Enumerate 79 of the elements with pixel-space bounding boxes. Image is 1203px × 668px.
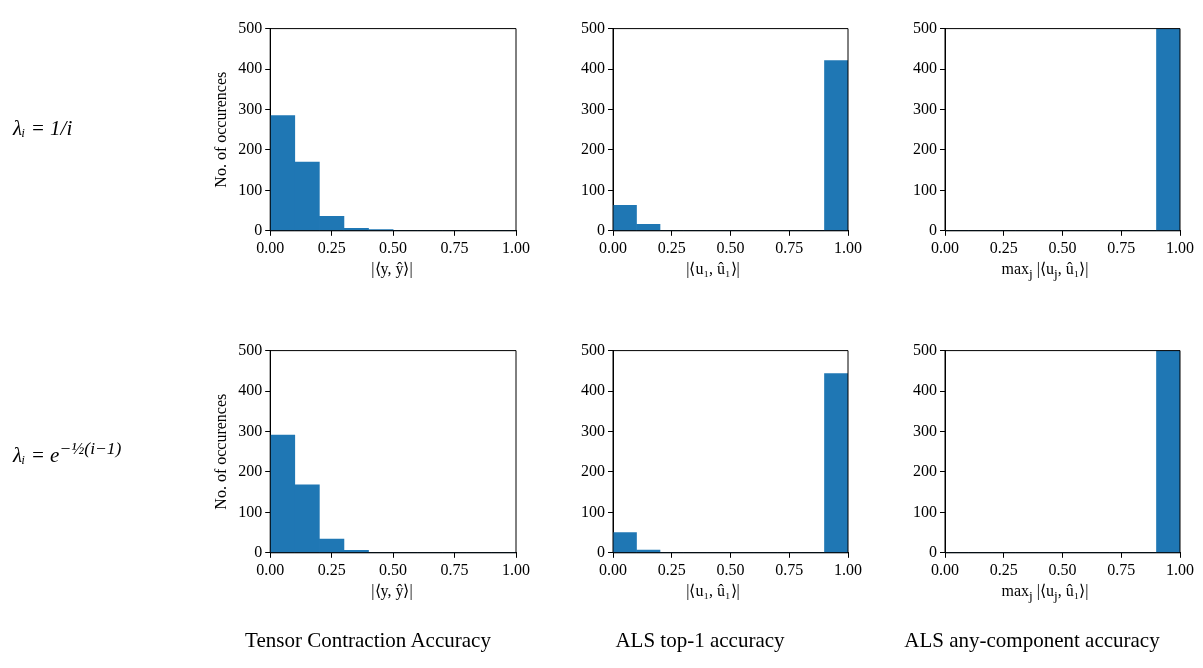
- x-tick-label: 0.00: [599, 238, 627, 256]
- x-tick-label: 0.00: [931, 560, 959, 578]
- x-tick-label: 0.75: [1107, 238, 1136, 256]
- y-tick-label: 500: [581, 340, 605, 358]
- y-tick-label: 0: [597, 221, 605, 238]
- x-tick-label: 0.75: [775, 238, 804, 256]
- y-tick-label: 200: [238, 140, 263, 158]
- x-tick-label: 0.75: [440, 238, 469, 256]
- y-tick-label: 100: [913, 502, 937, 520]
- text: Tensor Contraction Accuracy: [244, 628, 492, 653]
- y-tick-label: 500: [913, 18, 937, 36]
- y-tick-label: 400: [581, 381, 605, 399]
- y-tick-label: 300: [238, 421, 263, 439]
- x-tick-label: 0.00: [256, 560, 285, 578]
- x-tick-label: 1.00: [1166, 560, 1194, 578]
- x-tick-label: 0.50: [379, 238, 408, 256]
- text: λᵢ = e$^{−½(i−1)}$: [13, 438, 123, 468]
- x-tick-label: 0.50: [716, 560, 745, 578]
- x-tick-label: 0.50: [379, 560, 408, 578]
- y-tick-label: 100: [913, 180, 937, 198]
- x-tick-label: 0.75: [775, 560, 804, 578]
- x-tick-label: 0.50: [716, 238, 745, 256]
- y-tick-label: 400: [913, 59, 937, 77]
- x-tick-label: 0.25: [317, 560, 346, 578]
- text: ALS any-component accuracy: [903, 628, 1161, 653]
- x-tick-label: 1.00: [502, 238, 530, 256]
- y-tick-label: 200: [913, 462, 937, 480]
- y-tick-label: 400: [238, 381, 263, 399]
- y-tick-label: 100: [238, 180, 263, 198]
- y-tick-label: 100: [581, 180, 605, 198]
- x-tick-label: 0.25: [657, 238, 686, 256]
- y-tick-label: 300: [581, 421, 605, 439]
- y-tick-label: 300: [581, 99, 605, 117]
- y-tick-label: 500: [913, 340, 937, 358]
- x-tick-label: 0.75: [440, 560, 469, 578]
- x-axis-title: max$_{j}$ |⟨u$_{j}$, û₁⟩|: [1000, 259, 1090, 283]
- x-axis-title: |⟨u₁, û₁⟩|: [685, 259, 741, 278]
- text: ALS top-1 accuracy: [614, 628, 786, 653]
- x-tick-label: 0.25: [989, 560, 1018, 578]
- y-tick-label: 200: [581, 462, 605, 480]
- x-tick-label: 1.00: [834, 560, 862, 578]
- x-tick-label: 0.00: [256, 238, 285, 256]
- x-tick-label: 0.25: [989, 238, 1018, 256]
- y-tick-label: 200: [238, 462, 263, 480]
- y-tick-label: 100: [238, 502, 263, 520]
- y-tick-label: 0: [254, 543, 263, 560]
- y-tick-label: 300: [913, 421, 937, 439]
- x-axis-title: |⟨u₁, û₁⟩|: [685, 581, 741, 600]
- y-tick-label: 0: [254, 221, 263, 238]
- x-tick-label: 1.00: [502, 560, 530, 578]
- x-tick-label: 0.25: [657, 560, 686, 578]
- y-tick-label: 300: [913, 99, 937, 117]
- y-tick-label: 500: [238, 18, 263, 36]
- x-axis-title: |⟨y, ŷ⟩|: [370, 259, 414, 278]
- x-axis-title: |⟨y, ŷ⟩|: [370, 581, 414, 600]
- y-axis-title: No. of occurences: [211, 393, 229, 510]
- y-tick-label: 500: [581, 18, 605, 36]
- x-tick-label: 0.50: [1048, 560, 1077, 578]
- text: λᵢ = 1/i: [13, 116, 74, 141]
- y-tick-label: 200: [913, 140, 937, 158]
- y-tick-label: 400: [581, 59, 605, 77]
- y-tick-label: 400: [238, 59, 263, 77]
- y-tick-label: 100: [581, 502, 605, 520]
- x-tick-label: 0.50: [1048, 238, 1077, 256]
- x-tick-label: 0.25: [317, 238, 346, 256]
- x-tick-label: 0.00: [599, 560, 627, 578]
- y-tick-label: 200: [581, 140, 605, 158]
- x-tick-label: 0.00: [931, 238, 959, 256]
- x-tick-label: 0.75: [1107, 560, 1136, 578]
- y-tick-label: 400: [913, 381, 937, 399]
- y-tick-label: 500: [238, 340, 263, 358]
- x-axis-title: max$_{j}$ |⟨u$_{j}$, û₁⟩|: [1000, 581, 1090, 605]
- y-tick-label: 0: [929, 543, 937, 560]
- y-tick-label: 0: [929, 221, 937, 238]
- x-tick-label: 1.00: [1166, 238, 1194, 256]
- y-axis-title: No. of occurences: [211, 71, 229, 188]
- x-tick-label: 1.00: [834, 238, 862, 256]
- y-tick-label: 0: [597, 543, 605, 560]
- y-tick-label: 300: [238, 99, 263, 117]
